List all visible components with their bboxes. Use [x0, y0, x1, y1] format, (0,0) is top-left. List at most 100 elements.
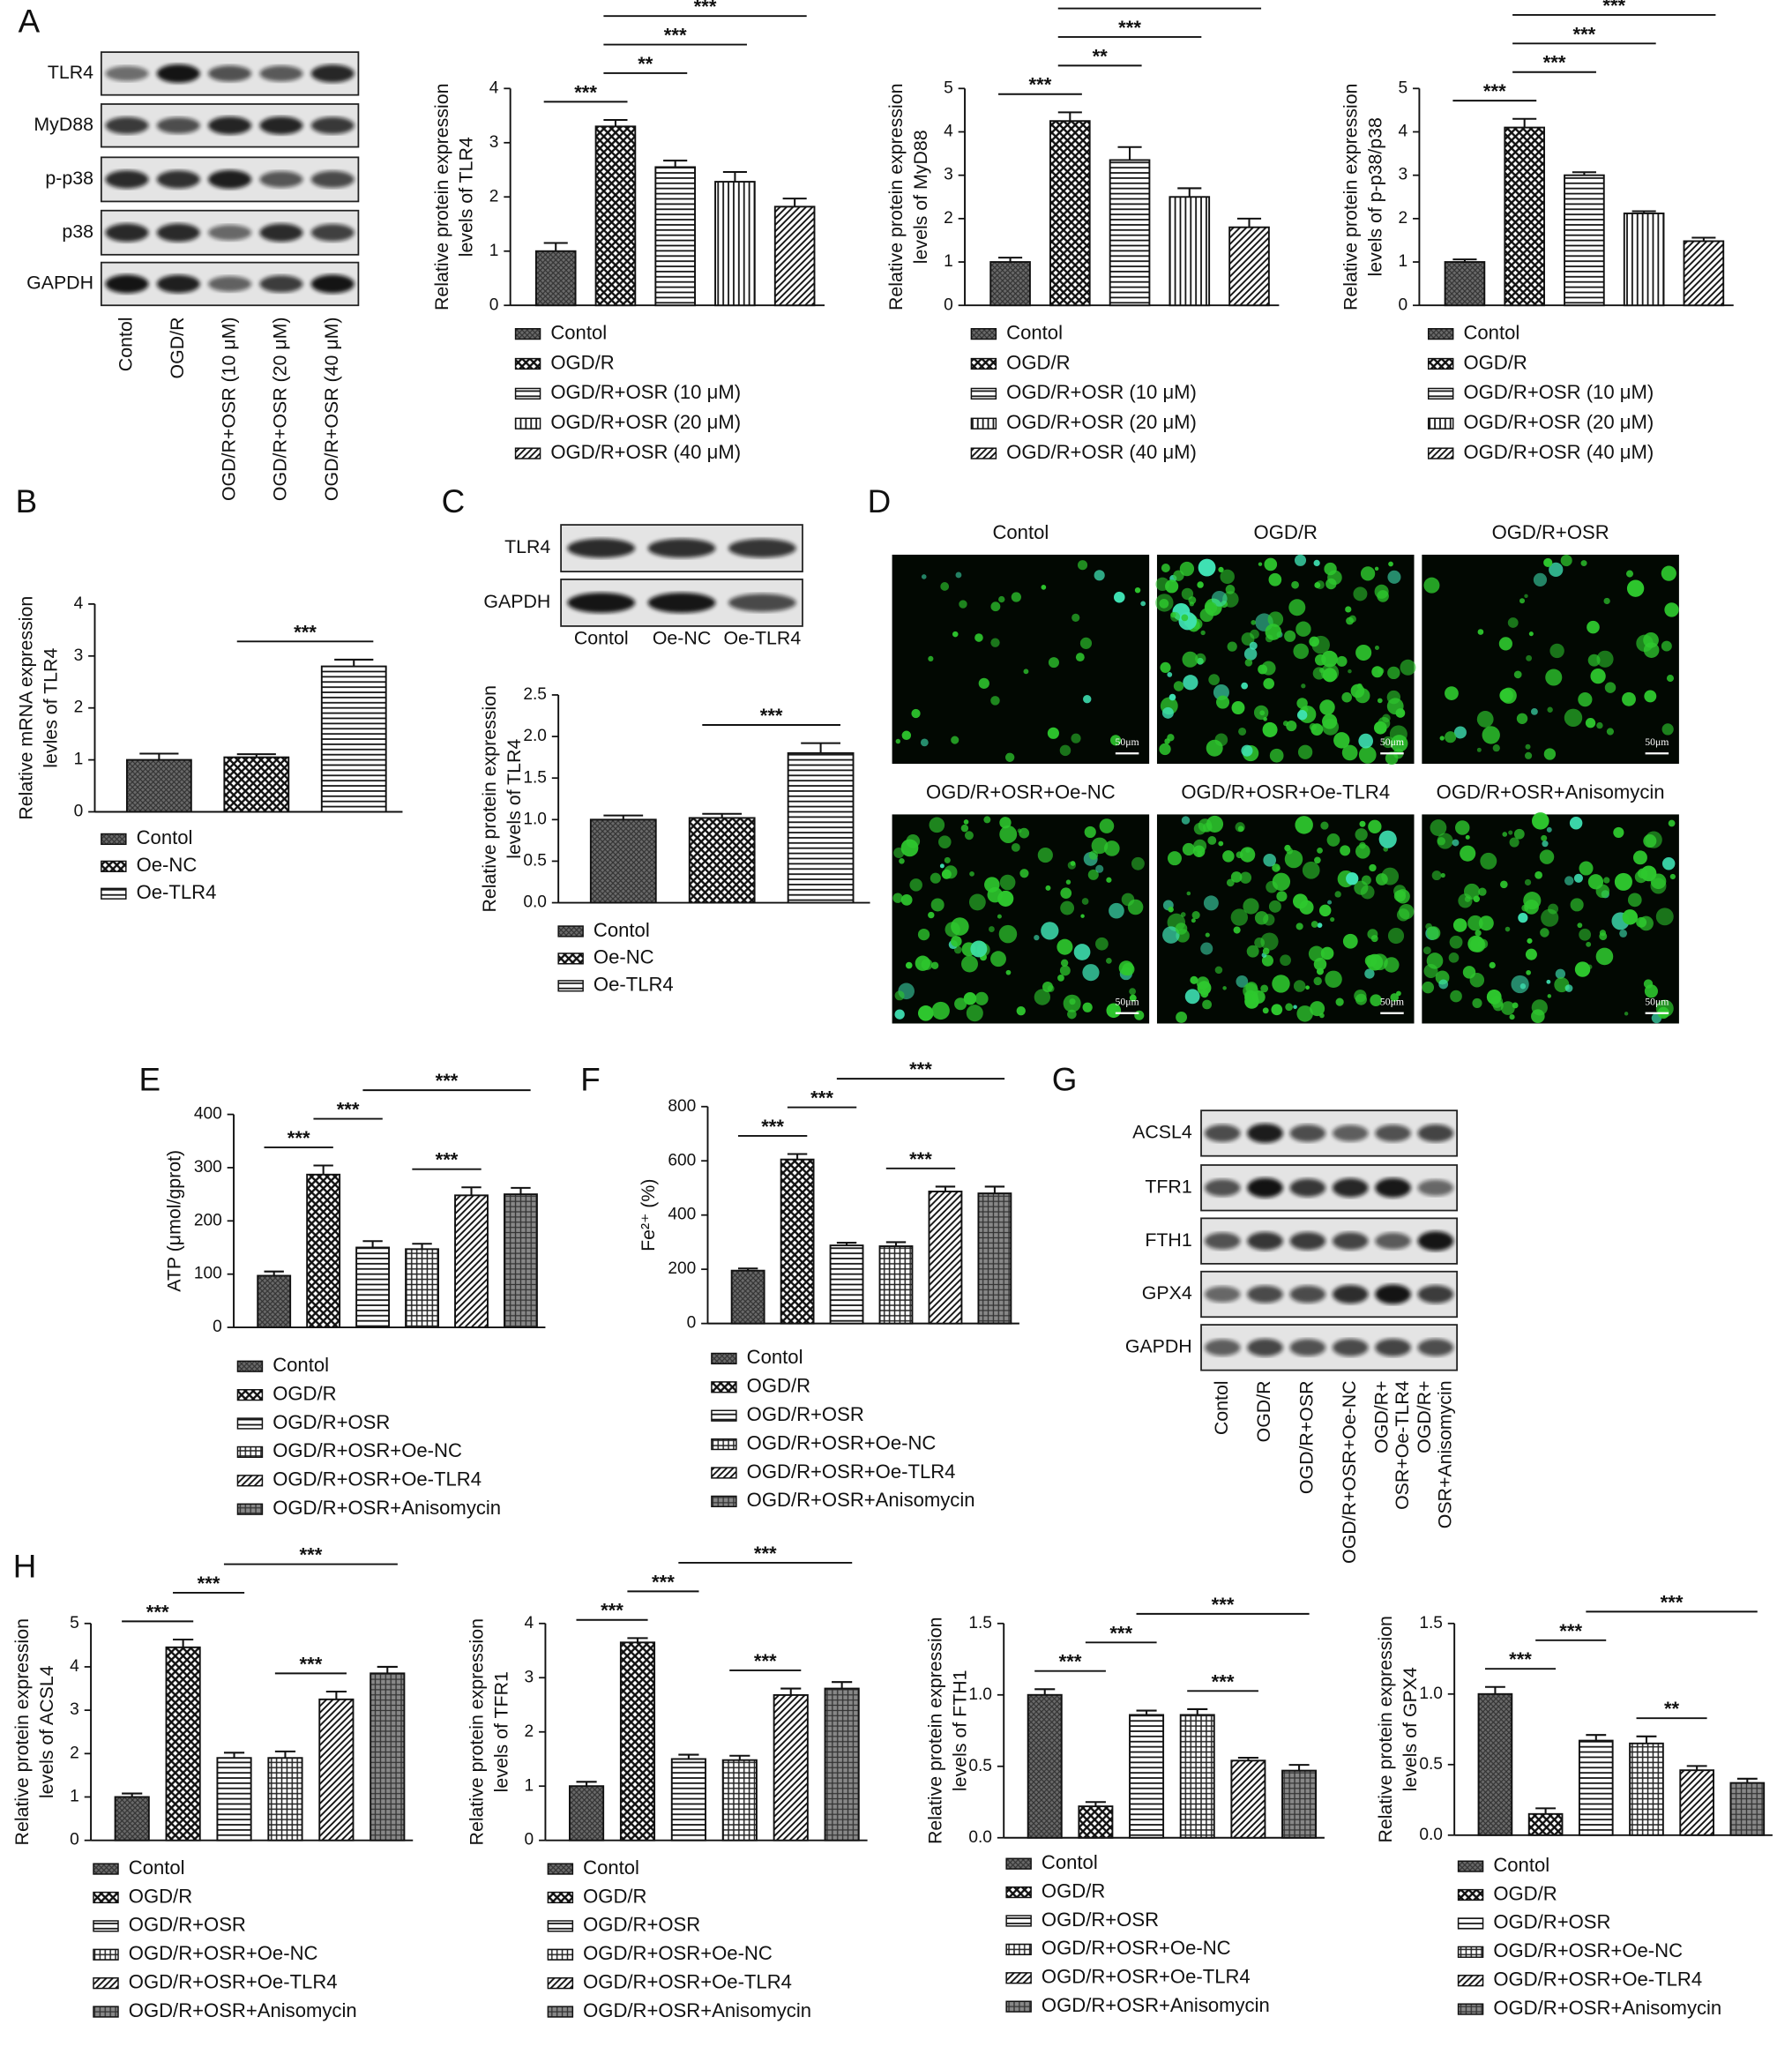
significance-label: ***	[1543, 52, 1566, 74]
significance-label: ***	[1148, 0, 1171, 11]
cell	[1478, 915, 1494, 931]
y-tick-label: 400	[668, 1206, 696, 1224]
cell	[1519, 598, 1526, 604]
y-tick-label: 1	[74, 751, 84, 769]
cell	[974, 633, 983, 642]
cell	[944, 865, 958, 879]
cell	[1626, 579, 1645, 597]
cell	[1183, 675, 1198, 691]
cell	[1334, 891, 1341, 898]
bar	[773, 205, 816, 307]
cell	[1476, 711, 1494, 728]
y-tick-label: 1.5	[968, 1614, 992, 1632]
cell	[1534, 870, 1542, 879]
cell	[1079, 637, 1093, 649]
y-tick-label: 0	[74, 803, 84, 821]
blot-band	[1417, 1124, 1454, 1142]
cell	[1501, 1001, 1515, 1015]
blot-band	[728, 594, 796, 612]
cell	[1431, 870, 1442, 881]
cell	[1319, 699, 1335, 715]
y-axis-label: ATP (μmol/gprot)	[163, 1150, 184, 1292]
legend-swatch	[514, 447, 541, 459]
cell	[1360, 566, 1376, 581]
cell	[920, 738, 929, 747]
cell	[1162, 926, 1180, 944]
blot-row-label: TLR4	[504, 536, 550, 557]
significance-label: **	[1664, 1698, 1680, 1720]
cell	[968, 893, 986, 911]
legend-swatch	[101, 833, 127, 846]
cell	[1603, 877, 1610, 884]
bar	[670, 1758, 706, 1842]
blot-band	[1289, 1124, 1326, 1142]
significance-label: **	[638, 53, 653, 75]
blot-lane-label: Contol	[116, 317, 137, 371]
cell	[1293, 1005, 1297, 1010]
cell	[1445, 686, 1459, 700]
legend-label: Contol	[273, 1354, 329, 1376]
blot-band	[1332, 1124, 1369, 1142]
bar	[1679, 1769, 1714, 1836]
cell	[1243, 898, 1259, 915]
bar	[1228, 226, 1270, 307]
cell	[1034, 989, 1051, 1005]
cell	[894, 990, 905, 1001]
significance-label: ***	[300, 1544, 323, 1566]
blot-band	[310, 223, 355, 242]
legend-swatch	[970, 447, 997, 459]
legend-swatch	[93, 2006, 119, 2018]
cell	[1509, 1014, 1515, 1020]
cell	[1169, 693, 1176, 701]
cell	[966, 1005, 983, 1022]
y-axis-label: levels of p-p38/p38	[1364, 117, 1385, 276]
legend-swatch	[93, 1863, 119, 1875]
cell	[1360, 885, 1375, 900]
bar	[1477, 1692, 1513, 1836]
legend-label: Contol	[583, 1856, 639, 1879]
cell	[1155, 594, 1174, 612]
blot-lane-label: Oe-TLR4	[723, 627, 801, 648]
significance-label: ***	[1559, 1620, 1582, 1642]
cell	[1034, 934, 1040, 941]
panel-letter: E	[139, 1061, 161, 1097]
y-tick-label: 300	[194, 1158, 222, 1177]
significance-label: ***	[1109, 1622, 1132, 1644]
cell	[1386, 698, 1404, 715]
cell	[1452, 839, 1460, 847]
legend-swatch	[557, 980, 584, 992]
cell	[1216, 695, 1230, 709]
cell	[954, 997, 967, 1011]
cell	[1465, 834, 1470, 840]
cell	[1019, 869, 1029, 878]
bar	[165, 1646, 201, 1842]
blot-band	[259, 275, 303, 293]
panel-letter: B	[16, 483, 38, 519]
cell	[1095, 864, 1104, 873]
cell	[959, 600, 967, 609]
cell	[930, 872, 941, 884]
panel-letter: D	[868, 483, 892, 519]
cell	[1060, 887, 1072, 900]
cell	[1668, 819, 1676, 827]
legend-label: OGD/R+OSR+Anisomycin	[747, 1489, 975, 1511]
bar	[125, 758, 192, 813]
legend-swatch	[547, 2006, 574, 2018]
bar	[1683, 240, 1725, 307]
cell	[1186, 891, 1191, 896]
cell	[1069, 998, 1076, 1005]
cell	[1327, 570, 1342, 586]
legend-swatch	[236, 1503, 264, 1515]
cell	[1458, 893, 1473, 908]
cell	[905, 961, 913, 969]
legend-swatch	[514, 417, 541, 430]
y-tick-label: 1	[1399, 252, 1408, 271]
bar	[787, 751, 855, 904]
legend-swatch	[93, 1977, 119, 1990]
legend-swatch	[236, 1360, 264, 1372]
legend-label: OGD/R+OSR+Oe-TLR4	[1493, 1969, 1702, 1991]
legend-swatch	[1457, 1975, 1484, 1987]
cell	[999, 817, 1012, 829]
cell	[1645, 831, 1662, 848]
bar	[1027, 1693, 1063, 1839]
